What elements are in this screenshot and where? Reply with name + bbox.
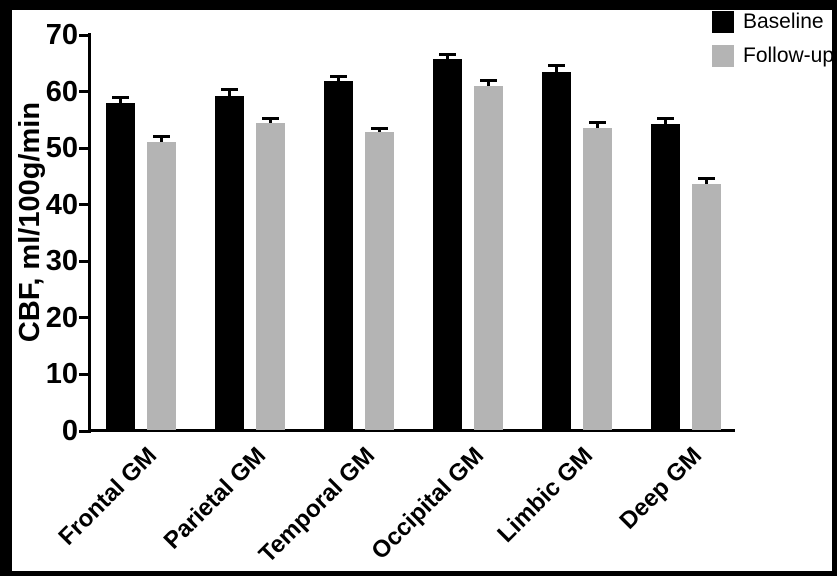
y-axis-tick-label: 70 [45, 19, 78, 51]
error-bar-cap [370, 126, 388, 130]
error-bar-cap [697, 177, 715, 181]
error-bar-cap [329, 74, 347, 78]
error-bar-cap [547, 63, 565, 67]
legend-label: Baseline [743, 10, 824, 33]
legend-label: Follow-up [743, 44, 835, 67]
error-bar-stem [336, 75, 340, 81]
legend-item: Baseline [712, 11, 834, 33]
error-bar-stem [486, 80, 490, 86]
y-axis-tick-label: 0 [61, 415, 78, 447]
y-axis-tick [79, 203, 88, 207]
error-bar-cap [111, 95, 129, 99]
bar-follow-up-3 [473, 85, 503, 430]
error-bar-stem [554, 64, 558, 72]
error-bar-cap [438, 52, 456, 56]
frame-border-left [0, 0, 12, 572]
bar-baseline-3 [432, 59, 462, 430]
y-axis-tick [79, 259, 88, 263]
bar-baseline-5 [650, 123, 680, 430]
legend-swatch-follow-up [712, 45, 734, 67]
y-axis-tick-label: 10 [45, 358, 78, 391]
y-axis-tick [79, 316, 88, 320]
error-bar-cap [588, 120, 606, 124]
bar-follow-up-1 [255, 123, 285, 430]
error-bar-cap [220, 87, 238, 91]
y-axis-line [88, 33, 91, 433]
bar-baseline-1 [214, 96, 244, 430]
error-bar-stem [445, 53, 449, 60]
y-axis-tick [79, 372, 88, 376]
error-bar-cap [479, 79, 497, 83]
legend: Baseline Follow-up [712, 11, 834, 79]
y-axis-tick-label: 30 [45, 245, 78, 278]
bar-baseline-4 [541, 71, 571, 430]
error-bar-stem [595, 121, 599, 128]
error-bar-cap [152, 135, 170, 139]
frame-border-top [0, 0, 837, 10]
bar-follow-up-4 [582, 127, 612, 430]
y-axis-tick [79, 90, 88, 94]
frame-border-bottom [0, 571, 837, 576]
error-bar-stem [377, 127, 381, 133]
bar-baseline-2 [323, 80, 353, 430]
bar-follow-up-2 [364, 132, 394, 430]
error-bar-cap [261, 116, 279, 120]
y-axis-tick-label: 20 [45, 301, 78, 334]
bar-follow-up-5 [691, 184, 721, 430]
error-bar-stem [663, 118, 667, 124]
error-bar-stem [268, 117, 272, 124]
legend-swatch-baseline [712, 11, 734, 33]
bar-follow-up-0 [146, 142, 176, 430]
bar-baseline-0 [105, 103, 135, 430]
error-bar-stem [159, 136, 163, 143]
error-bar-stem [704, 178, 708, 185]
x-axis-line [88, 429, 735, 432]
legend-item: Follow-up [712, 45, 834, 67]
y-axis-tick-label: 40 [45, 188, 78, 221]
error-bar-stem [227, 88, 231, 97]
y-axis-tick [79, 429, 88, 433]
y-axis-tick [79, 146, 88, 150]
y-axis-tick [79, 33, 88, 37]
y-axis-tick-label: 60 [45, 75, 78, 108]
y-axis-tick-label: 50 [45, 132, 78, 165]
error-bar-stem [118, 96, 122, 104]
error-bar-cap [656, 117, 674, 121]
frame-border-right [832, 0, 837, 572]
